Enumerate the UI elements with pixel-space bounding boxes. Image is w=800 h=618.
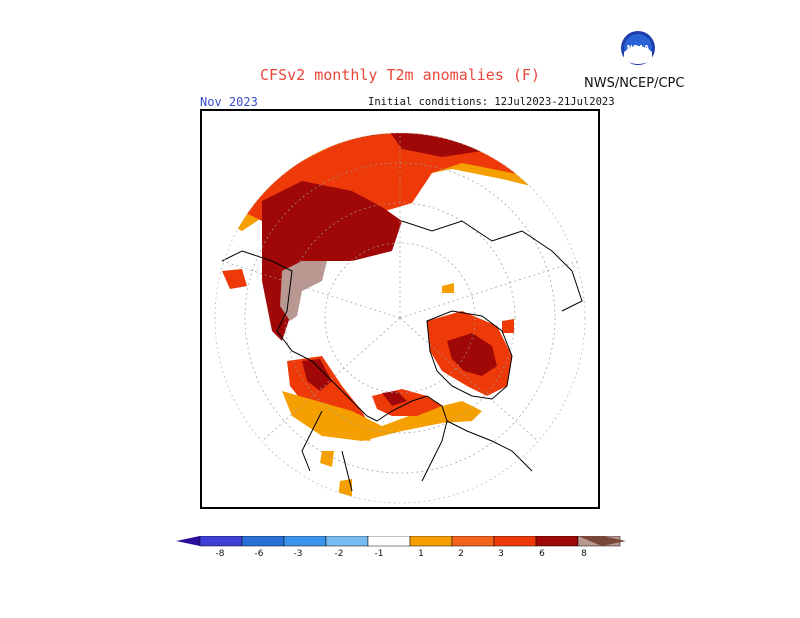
colorbar-warm-extreme [578, 536, 626, 546]
colorbar-seg-1 [199, 536, 243, 547]
colorbar-cold-extreme [176, 536, 200, 546]
colorbar-label: -3 [294, 549, 303, 559]
colorbar-label: 1 [418, 549, 424, 559]
noaa-logo: NOAA [621, 31, 655, 65]
colorbar-seg-neutral [367, 536, 411, 547]
colorbar-label: -6 [255, 549, 264, 559]
colorbar-seg-3 [283, 536, 327, 547]
colorbar-seg-2 [241, 536, 285, 547]
colorbar-seg-8 [535, 536, 579, 547]
polar-map [200, 109, 600, 509]
colorbar-label: 2 [458, 549, 464, 559]
colorbar-seg-4 [325, 536, 369, 547]
valid-month: Nov 2023 [200, 95, 258, 109]
graticule [221, 133, 579, 474]
coastlines [221, 220, 583, 492]
colorbar-label: -1 [375, 549, 384, 559]
colorbar: -8 -6 -3 -2 -1 1 2 3 6 8 [176, 536, 626, 559]
colorbar-seg-6 [451, 536, 495, 547]
colorbar-label: 3 [498, 549, 504, 559]
colorbar-label: -2 [335, 549, 344, 559]
colorbar-label: 6 [539, 549, 545, 559]
logo-text: NOAA [627, 44, 650, 52]
map-title: CFSv2 monthly T2m anomalies (F) [260, 66, 540, 84]
polar-map-svg [202, 111, 598, 507]
colorbar-label: -8 [216, 549, 225, 559]
colorbar-seg-7 [493, 536, 537, 547]
colorbar-seg-5 [409, 536, 453, 547]
agency-label: NWS/NCEP/CPC [584, 76, 685, 91]
initial-conditions: Initial conditions: 12Jul2023-21Jul2023 [368, 96, 615, 108]
colorbar-label: 8 [581, 549, 587, 559]
